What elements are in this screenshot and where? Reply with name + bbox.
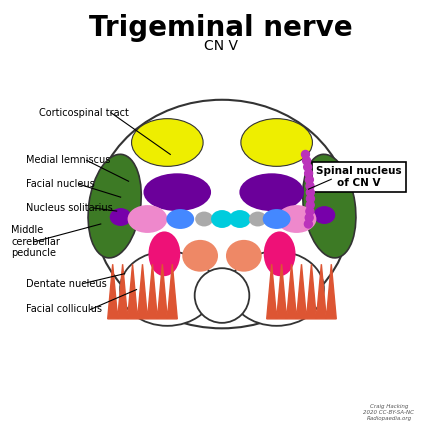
Ellipse shape: [194, 268, 249, 323]
Ellipse shape: [226, 240, 262, 272]
Ellipse shape: [241, 118, 312, 166]
Ellipse shape: [229, 251, 324, 326]
Ellipse shape: [120, 251, 214, 326]
Text: CN V: CN V: [204, 39, 238, 53]
Ellipse shape: [313, 206, 335, 224]
Ellipse shape: [94, 100, 350, 328]
Polygon shape: [267, 264, 336, 319]
Circle shape: [305, 213, 313, 221]
Circle shape: [303, 157, 311, 165]
Ellipse shape: [264, 232, 296, 276]
Ellipse shape: [303, 154, 356, 258]
Circle shape: [305, 220, 312, 228]
Text: Corticospinal tract: Corticospinal tract: [39, 108, 129, 118]
Ellipse shape: [240, 173, 304, 211]
Text: Facial nucleus: Facial nucleus: [26, 179, 95, 189]
Ellipse shape: [88, 154, 141, 258]
Ellipse shape: [263, 209, 290, 229]
Ellipse shape: [149, 232, 180, 276]
Ellipse shape: [110, 208, 132, 226]
Ellipse shape: [166, 209, 194, 229]
Ellipse shape: [132, 118, 203, 166]
Polygon shape: [108, 264, 177, 319]
Text: Facial colliculus: Facial colliculus: [26, 305, 102, 314]
Text: Nucleus solitarius: Nucleus solitarius: [26, 203, 113, 213]
Circle shape: [304, 163, 312, 171]
Ellipse shape: [277, 205, 316, 233]
Circle shape: [305, 176, 313, 184]
Ellipse shape: [144, 173, 211, 211]
Circle shape: [306, 188, 314, 196]
Circle shape: [306, 182, 314, 190]
Text: Dentate nucleus: Dentate nucleus: [26, 278, 107, 289]
Ellipse shape: [195, 212, 213, 226]
Text: Craig Hacking
2020 CC-BY-SA-NC
Radiopaedia.org: Craig Hacking 2020 CC-BY-SA-NC Radiopaed…: [363, 404, 415, 421]
Text: Trigeminal nerve: Trigeminal nerve: [89, 14, 353, 42]
Ellipse shape: [182, 240, 218, 272]
Ellipse shape: [249, 212, 267, 226]
Ellipse shape: [128, 205, 168, 233]
Text: Medial lemniscus: Medial lemniscus: [26, 156, 110, 165]
Circle shape: [305, 169, 312, 177]
Circle shape: [306, 207, 314, 215]
Circle shape: [306, 201, 314, 209]
Text: Spinal nucleus
of CN V: Spinal nucleus of CN V: [316, 167, 402, 188]
Text: Middle
cerebellar
peduncle: Middle cerebellar peduncle: [11, 225, 60, 259]
Circle shape: [301, 150, 309, 158]
Circle shape: [306, 195, 314, 203]
Ellipse shape: [229, 210, 251, 228]
Ellipse shape: [211, 210, 233, 228]
